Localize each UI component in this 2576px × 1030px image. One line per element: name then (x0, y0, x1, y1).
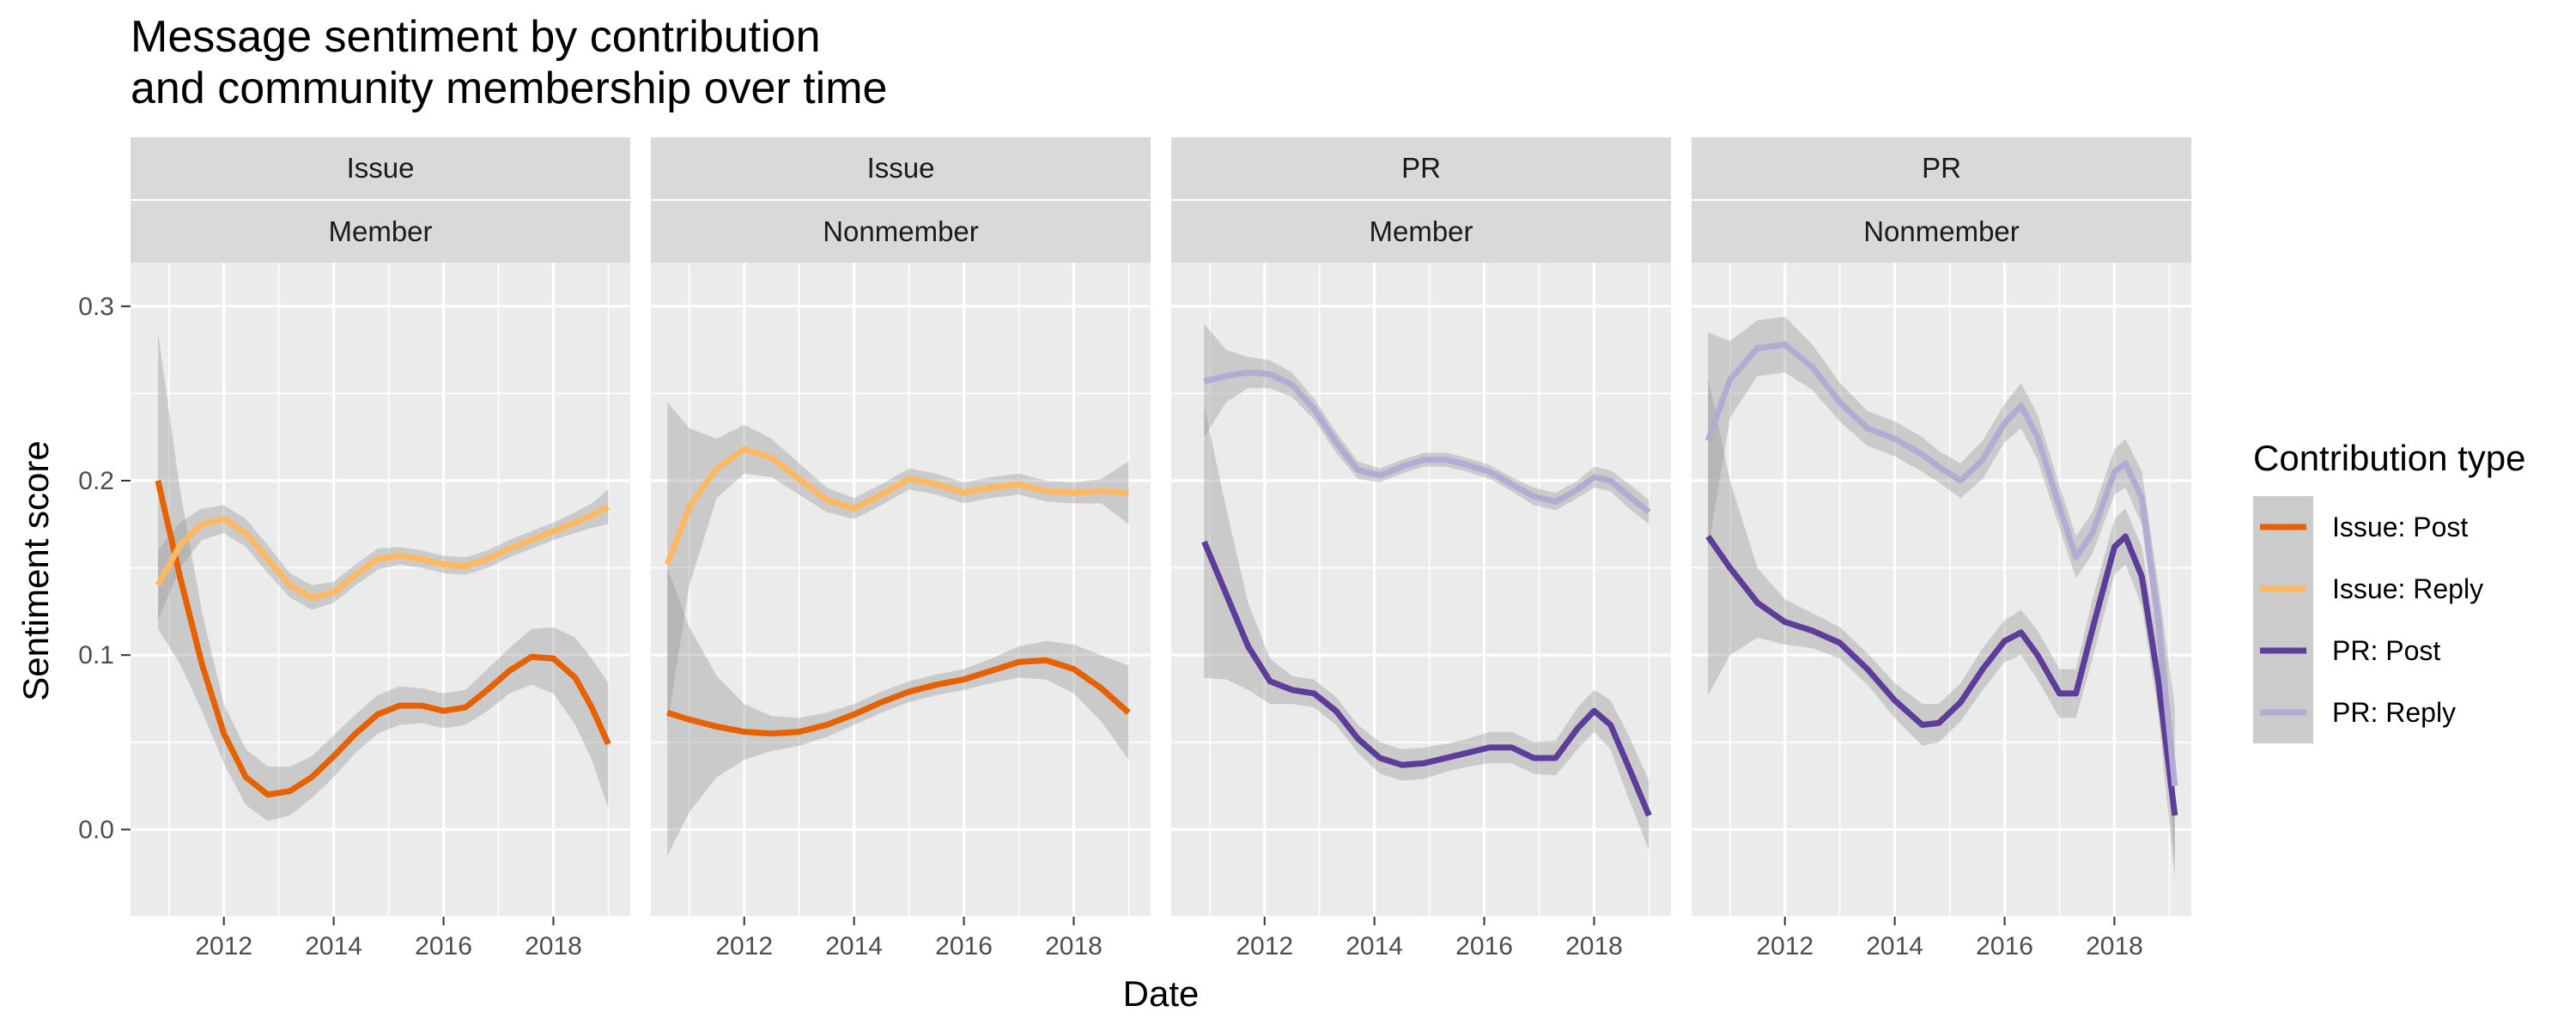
y-tick-label: 0.1 (78, 641, 114, 670)
facet-strip-top (1692, 137, 2191, 199)
chart-title: Message sentiment by contribution and co… (131, 12, 887, 113)
legend-label: PR: Post (2332, 635, 2440, 666)
legend-label: Issue: Post (2332, 512, 2468, 542)
x-tick-label: 2014 (305, 932, 362, 960)
facet-strip-bottom (1692, 201, 2191, 263)
legend-label: Issue: Reply (2332, 573, 2483, 604)
x-tick-label: 2018 (1045, 932, 1103, 960)
legend-label: PR: Reply (2332, 697, 2456, 728)
confidence-ribbon (667, 567, 1129, 856)
y-tick-label: 0.3 (78, 293, 114, 321)
legend-item: PR: Post (2253, 620, 2440, 682)
x-tick-label: 2016 (415, 932, 472, 960)
facet-panels: Issue Member 2012 2014 2016 2018 Issue Nonmembe… (131, 137, 2191, 960)
chart-title-line-1: Message sentiment by contribution (131, 12, 821, 62)
x-tick-label: 2014 (1346, 932, 1403, 960)
facet-strip-top (1171, 137, 1671, 199)
x-tick-label: 2016 (935, 932, 993, 960)
y-tick-label: 0.0 (78, 815, 114, 844)
x-tick-label: 2016 (1976, 932, 2033, 960)
series-line (1705, 533, 2178, 816)
y-axis-title: Sentiment score (15, 440, 56, 700)
facet-strip-bottom (1171, 201, 1671, 263)
confidence-ribbon (158, 332, 609, 821)
x-tick-label: 2016 (1455, 932, 1513, 960)
x-tick-label: 2018 (2086, 932, 2143, 960)
series-line (1704, 342, 2178, 786)
panel-background (1692, 263, 2191, 917)
facet-strip-top (131, 137, 630, 199)
facet-strip-bottom-label: Member (328, 215, 432, 247)
panel-data (1704, 317, 2178, 879)
legend-item: Issue: Reply (2253, 558, 2483, 620)
legend-item: Issue: Post (2253, 496, 2468, 558)
facet-panel: PR Member 2012 2014 2016 2018 (1171, 137, 1671, 960)
facet-strip-top-label: Issue (867, 152, 935, 184)
panel-data (155, 332, 611, 821)
series-line (1201, 540, 1652, 817)
x-tick-label: 2018 (1565, 932, 1623, 960)
panel-data (664, 402, 1131, 856)
facet-strip-bottom-label: Member (1369, 215, 1473, 247)
x-tick-label: 2012 (1756, 932, 1814, 960)
chart-title-line-2: and community membership over time (131, 64, 887, 113)
facet-panel: PR Nonmember 2012 2014 2016 2018 (1692, 137, 2191, 960)
series-line (155, 504, 611, 601)
x-axis-title: Date (1123, 973, 1200, 1014)
x-tick-label: 2012 (715, 932, 773, 960)
facet-strip-bottom (131, 201, 630, 263)
facet-strip-bottom-label: Nonmember (823, 215, 979, 247)
facet-strip-top (651, 137, 1151, 199)
confidence-ribbon (158, 489, 609, 621)
confidence-ribbon (1708, 317, 2175, 864)
facet-strip-top-label: Issue (347, 152, 415, 184)
legend-item: PR: Reply (2253, 682, 2456, 743)
y-axis: 0.0 0.1 0.2 0.3 (78, 293, 131, 844)
series-line (1203, 369, 1651, 515)
facet-panel: Issue Member 2012 2014 2016 2018 (131, 137, 630, 960)
facet-strip-top-label: PR (1401, 152, 1441, 184)
series-line (666, 657, 1131, 737)
facet-strip-bottom-label: Nonmember (1863, 215, 2020, 247)
panel-background (131, 263, 630, 917)
x-tick-label: 2012 (195, 932, 252, 960)
legend-title: Contribution type (2253, 438, 2526, 478)
series-line (155, 480, 611, 798)
panel-background (651, 263, 1151, 917)
legend: Contribution type Issue: Post Issue: Repl… (2253, 438, 2526, 743)
facet-strip-top-label: PR (1922, 152, 1961, 184)
facet-strip-bottom (651, 201, 1151, 263)
x-tick-label: 2014 (1866, 932, 1923, 960)
x-tick-label: 2012 (1236, 932, 1293, 960)
x-tick-label: 2018 (525, 932, 582, 960)
facet-panel: Issue Nonmember 2012 2014 2016 2018 (651, 137, 1151, 960)
series-line (664, 445, 1129, 566)
panel-data (1201, 324, 1652, 851)
x-tick-label: 2014 (825, 932, 883, 960)
y-tick-label: 0.2 (78, 467, 114, 495)
